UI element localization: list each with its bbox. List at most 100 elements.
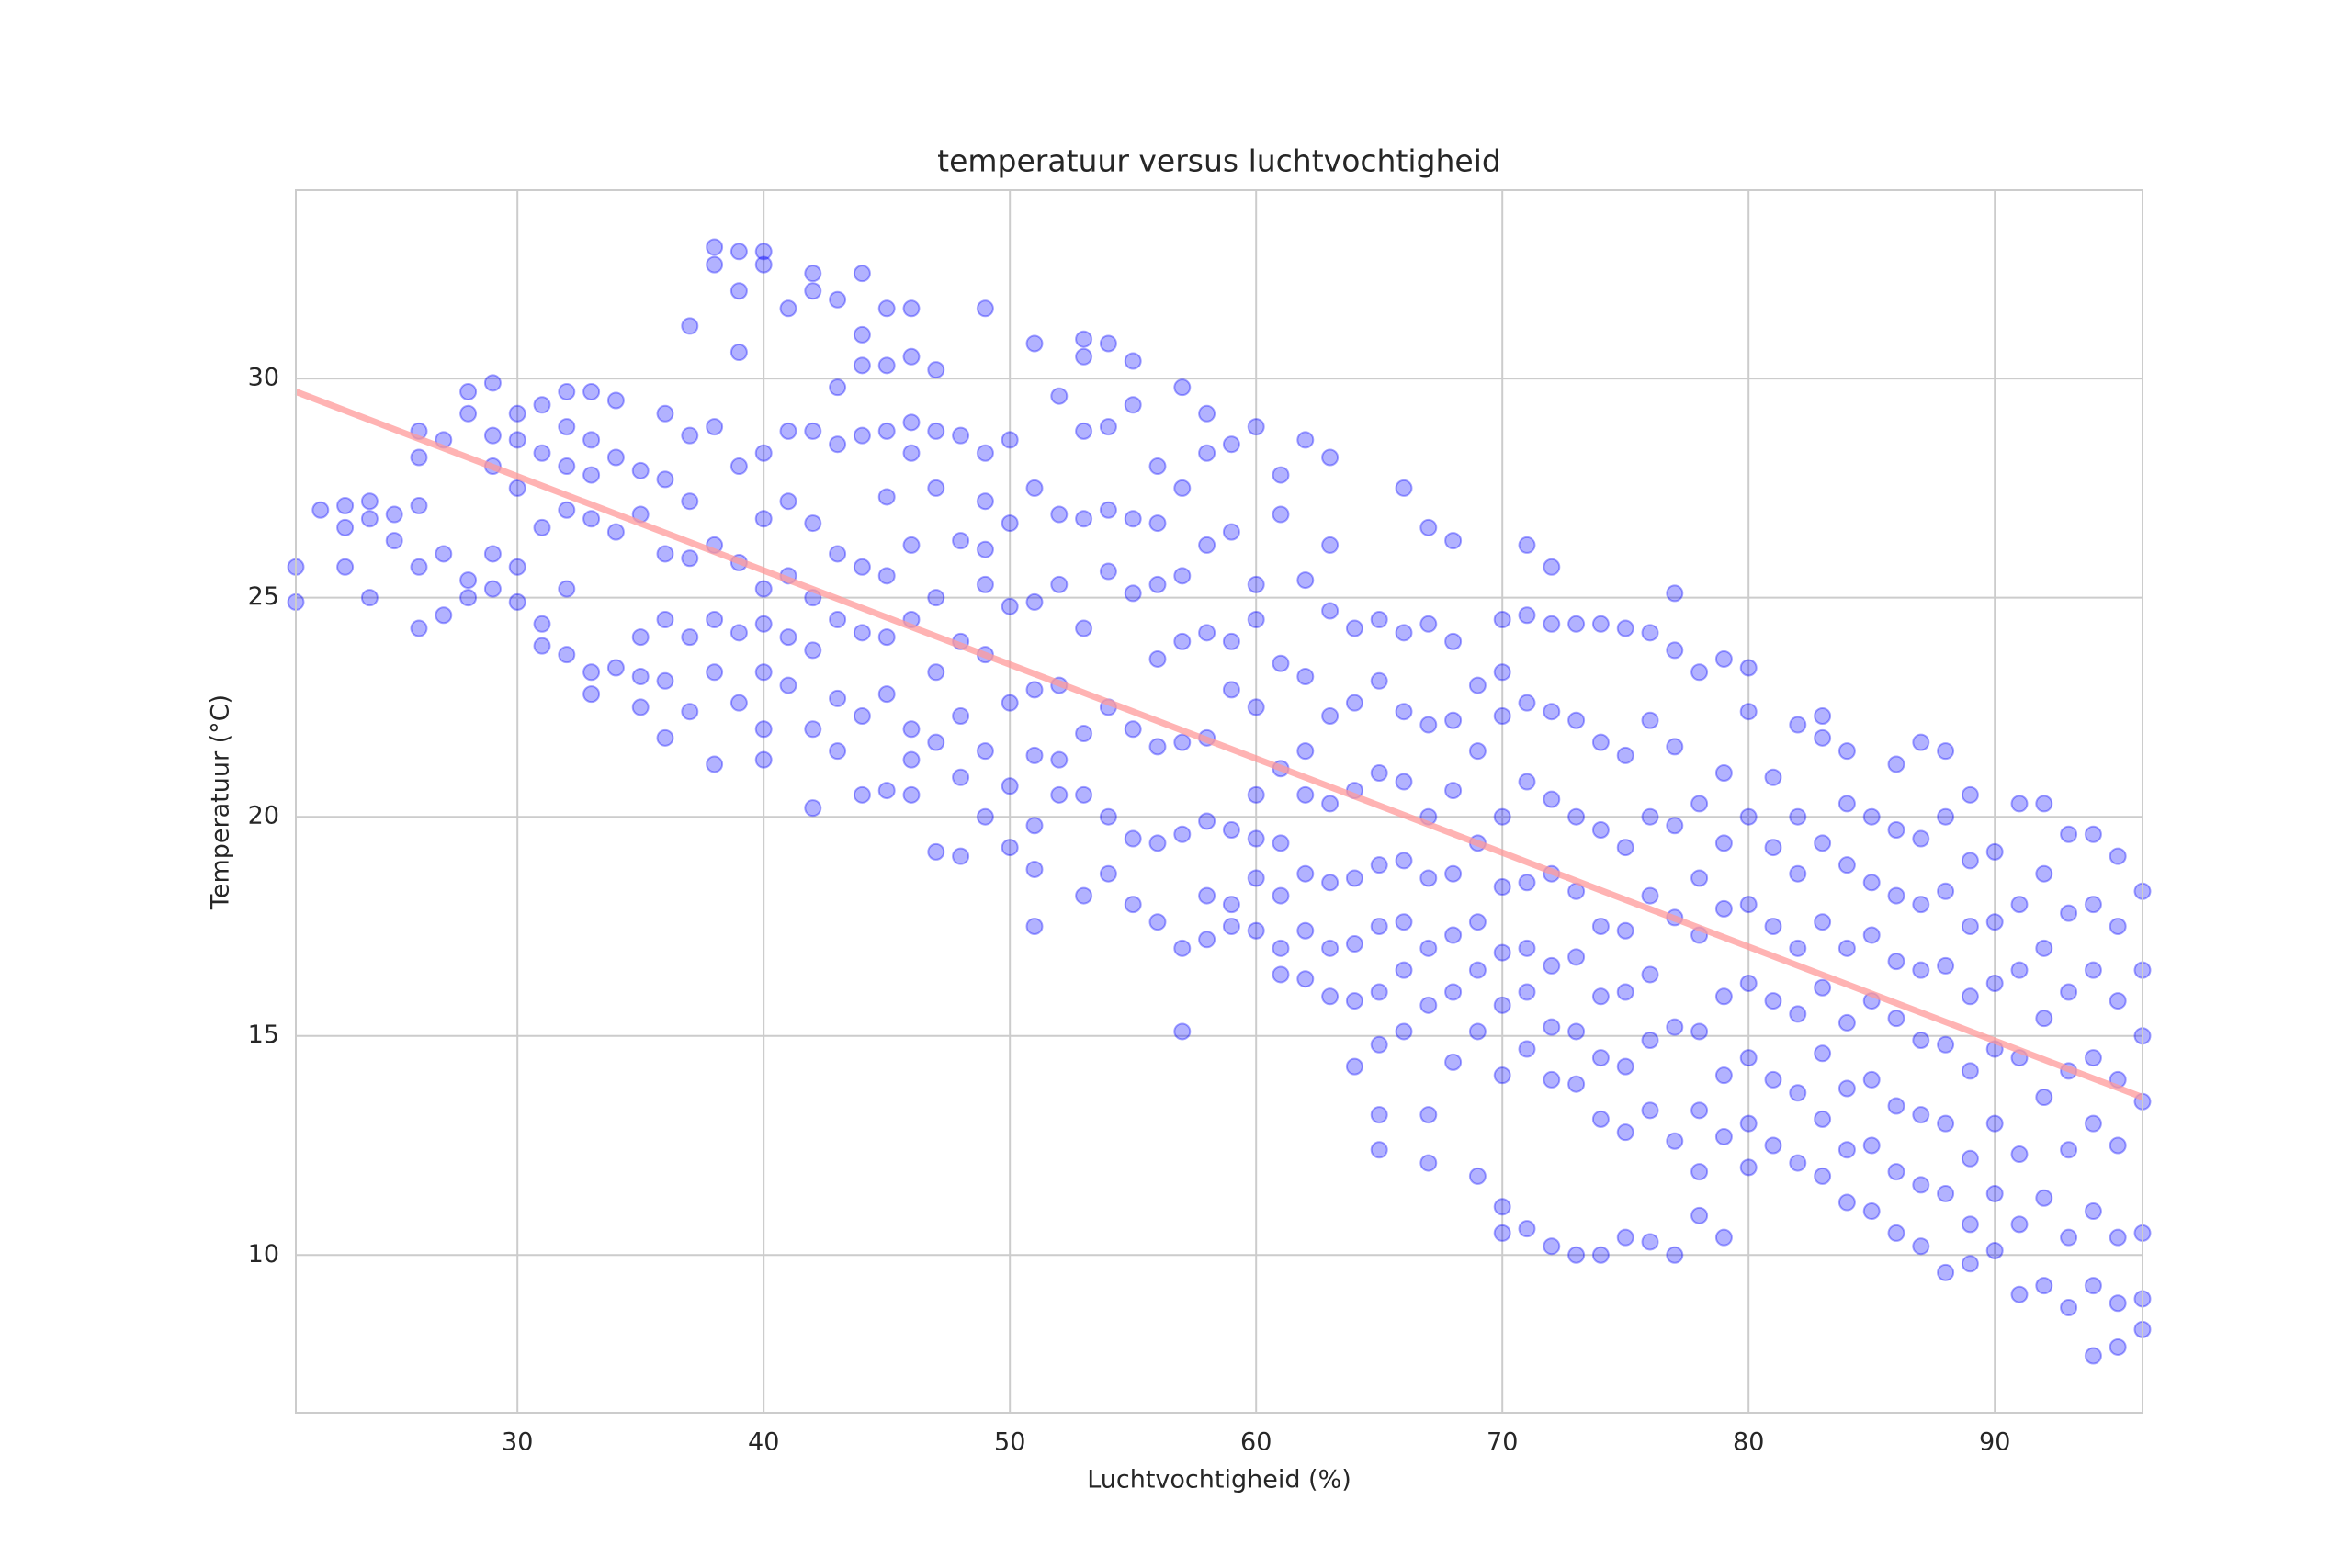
point bbox=[1985, 1114, 2004, 1133]
point bbox=[1468, 961, 1487, 979]
point bbox=[1518, 874, 1536, 892]
point bbox=[706, 611, 724, 629]
x-tick-label: 40 bbox=[748, 1428, 779, 1457]
point bbox=[1198, 536, 1216, 554]
point bbox=[1050, 785, 1069, 804]
point bbox=[1395, 773, 1413, 791]
point bbox=[1862, 1070, 1881, 1089]
point bbox=[1296, 785, 1315, 804]
point bbox=[1937, 882, 1955, 900]
point bbox=[976, 575, 994, 593]
point bbox=[1518, 939, 1536, 957]
point bbox=[631, 698, 650, 716]
point bbox=[2010, 1285, 2029, 1303]
point bbox=[1296, 864, 1315, 883]
point bbox=[483, 426, 502, 445]
point bbox=[1419, 615, 1438, 633]
point bbox=[1444, 1053, 1463, 1071]
point bbox=[1395, 624, 1413, 642]
point bbox=[2109, 1294, 2127, 1313]
point bbox=[1789, 716, 1807, 734]
point bbox=[754, 750, 773, 769]
point bbox=[410, 496, 428, 514]
point bbox=[459, 589, 478, 607]
point bbox=[1493, 611, 1511, 629]
point bbox=[1739, 807, 1758, 826]
point bbox=[804, 282, 822, 300]
point bbox=[656, 470, 674, 489]
point bbox=[533, 396, 551, 414]
point bbox=[1714, 763, 1733, 782]
point bbox=[1395, 852, 1413, 870]
point bbox=[779, 299, 797, 318]
point bbox=[1444, 711, 1463, 729]
point bbox=[1001, 777, 1019, 795]
point bbox=[1395, 1022, 1413, 1041]
point bbox=[853, 356, 871, 375]
point bbox=[1124, 720, 1142, 739]
point bbox=[1444, 864, 1463, 883]
point bbox=[927, 479, 945, 497]
point bbox=[1789, 939, 1807, 957]
point bbox=[1321, 874, 1340, 892]
point bbox=[681, 703, 699, 721]
point bbox=[1099, 501, 1117, 519]
point bbox=[1789, 864, 1807, 883]
point bbox=[1887, 1163, 1905, 1181]
point bbox=[1124, 896, 1142, 914]
point bbox=[1714, 987, 1733, 1006]
point bbox=[1764, 917, 1782, 935]
point bbox=[1739, 974, 1758, 992]
point bbox=[1124, 584, 1142, 603]
x-tick-label: 60 bbox=[1240, 1428, 1272, 1457]
point bbox=[1468, 742, 1487, 761]
point bbox=[1370, 856, 1388, 874]
point bbox=[902, 299, 921, 318]
point bbox=[2084, 961, 2102, 979]
point bbox=[385, 532, 403, 550]
point bbox=[1616, 983, 1634, 1001]
point bbox=[1961, 1255, 1979, 1273]
point bbox=[976, 742, 994, 761]
point bbox=[1961, 1062, 1979, 1080]
point bbox=[1025, 746, 1044, 764]
point bbox=[1641, 886, 1659, 905]
point bbox=[558, 501, 576, 519]
x-axis-label: Luchtvochtigheid (%) bbox=[1087, 1466, 1351, 1495]
point bbox=[952, 706, 970, 725]
point bbox=[558, 580, 576, 598]
point bbox=[2109, 992, 2127, 1010]
point bbox=[1591, 733, 1610, 751]
point bbox=[1198, 931, 1216, 949]
point bbox=[1518, 536, 1536, 554]
point bbox=[1173, 1022, 1192, 1041]
point bbox=[1075, 886, 1093, 905]
point bbox=[1075, 330, 1093, 348]
point bbox=[1025, 479, 1044, 497]
point bbox=[927, 422, 945, 440]
point bbox=[1690, 1163, 1709, 1181]
point bbox=[1616, 1123, 1634, 1142]
point bbox=[1641, 711, 1659, 729]
point bbox=[1296, 571, 1315, 590]
point bbox=[1296, 970, 1315, 988]
point bbox=[1764, 992, 1782, 1010]
point bbox=[1838, 1013, 1856, 1032]
point bbox=[1099, 807, 1117, 826]
point bbox=[533, 444, 551, 462]
point bbox=[927, 663, 945, 682]
point bbox=[2084, 1049, 2102, 1067]
point bbox=[1985, 1241, 2004, 1259]
point bbox=[1247, 921, 1265, 940]
point bbox=[779, 492, 797, 511]
point bbox=[1690, 795, 1709, 813]
point bbox=[2084, 896, 2102, 914]
point bbox=[2010, 795, 2029, 813]
point bbox=[558, 382, 576, 400]
point bbox=[1961, 1215, 1979, 1234]
point bbox=[1222, 632, 1240, 650]
point bbox=[1937, 1114, 1955, 1133]
point bbox=[508, 404, 526, 423]
point bbox=[1887, 1097, 1905, 1115]
point bbox=[779, 676, 797, 694]
